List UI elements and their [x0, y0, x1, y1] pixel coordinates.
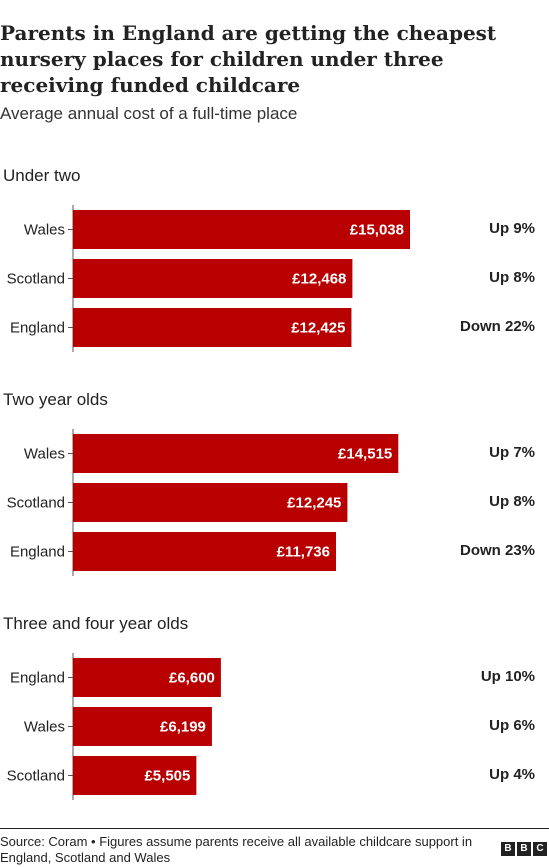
bar-england [73, 658, 221, 697]
chart-area: Under two Wales £15,038 Up 9% Scotland £12,46… [3, 166, 535, 800]
chart-title: Parents in England are getting the cheap… [0, 21, 497, 97]
bar-wales [73, 707, 212, 746]
value-label: £12,468 [292, 271, 346, 288]
panel-title: Under two [3, 166, 80, 185]
change-label: Up 4% [489, 766, 535, 783]
value-label: £6,199 [160, 719, 206, 736]
source-note: Source: Coram • Figures assume parents r… [0, 834, 473, 865]
value-label: £5,505 [144, 768, 190, 785]
change-label: Down 23% [460, 542, 535, 559]
change-label: Up 9% [489, 220, 535, 237]
category-label: Scotland [7, 495, 65, 512]
category-label: Scotland [7, 768, 65, 785]
value-label: £14,515 [338, 446, 392, 463]
bar-scotland [73, 259, 353, 298]
value-label: £12,245 [287, 495, 341, 512]
change-label: Up 7% [489, 444, 535, 461]
category-label: England [10, 320, 65, 337]
bar-england [73, 532, 337, 571]
logo-letter-c: C [533, 842, 547, 856]
value-label: £15,038 [350, 222, 404, 239]
category-label: Wales [24, 719, 65, 736]
change-label: Up 8% [489, 269, 535, 286]
bar-wales [73, 210, 410, 249]
category-label: England [10, 670, 65, 687]
category-label: Wales [24, 222, 65, 239]
panel-title: Three and four year olds [3, 614, 188, 633]
bar-england [73, 308, 352, 347]
bar-scotland [73, 483, 348, 522]
category-label: Wales [24, 446, 65, 463]
logo-letter-b1: B [501, 842, 515, 856]
bbc-logo: B B C [501, 842, 547, 856]
change-label: Down 22% [460, 318, 535, 335]
bar-scotland [73, 756, 197, 795]
footer: Source: Coram • Figures assume parents r… [0, 828, 549, 867]
category-label: England [10, 544, 65, 561]
change-label: Up 8% [489, 493, 535, 510]
chart-subtitle: Average annual cost of a full-time place [0, 104, 298, 123]
change-label: Up 10% [481, 668, 535, 685]
value-label: £11,736 [277, 544, 330, 561]
logo-letter-b2: B [517, 842, 531, 856]
value-label: £6,600 [169, 670, 215, 687]
category-label: Scotland [7, 271, 65, 288]
bar-wales [73, 434, 399, 473]
panel-title: Two year olds [3, 390, 108, 409]
change-label: Up 6% [489, 717, 535, 734]
value-label: £12,425 [291, 320, 345, 337]
